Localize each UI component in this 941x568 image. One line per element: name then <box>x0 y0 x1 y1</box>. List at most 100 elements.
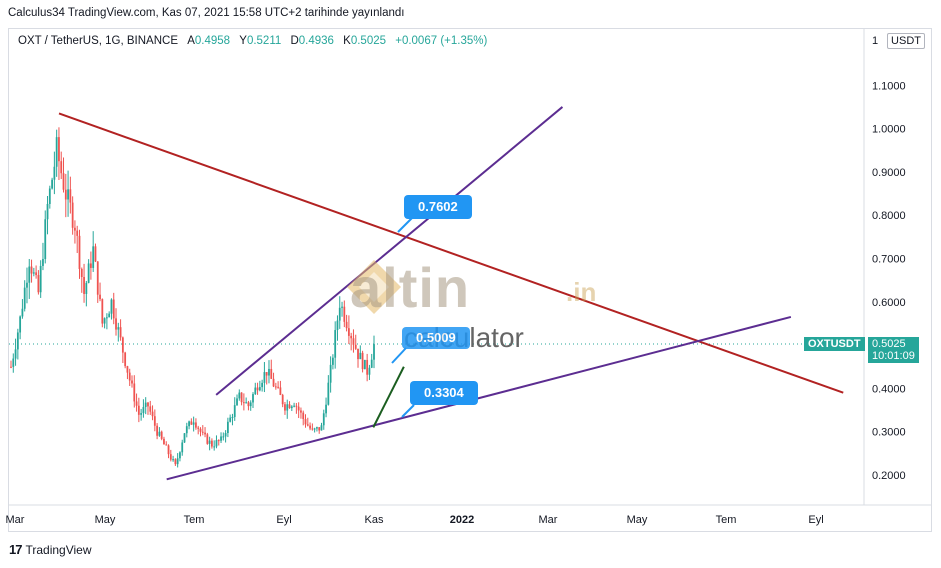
tradingview-brand: TradingView <box>25 542 92 557</box>
candle-body <box>359 352 362 360</box>
y-tick-label: 0.7000 <box>872 254 906 266</box>
candle-body <box>37 275 40 293</box>
candle-body <box>293 405 295 407</box>
candle-body <box>288 404 291 409</box>
candle-body <box>62 173 65 190</box>
y-tick-label: 0.2000 <box>872 470 906 482</box>
candle-body <box>201 431 204 433</box>
candle-body <box>108 313 111 318</box>
callout-middle-pointer <box>391 347 407 364</box>
candle-body <box>247 402 250 407</box>
candle-body <box>16 332 19 350</box>
candle-body <box>354 344 357 349</box>
candle-body <box>124 352 127 367</box>
candle-body <box>48 188 51 204</box>
y-tick-label: 1.0000 <box>872 124 906 136</box>
candle-body <box>39 265 42 293</box>
candle-body <box>290 406 293 409</box>
last-price-symbol-tag: OXTUSDT <box>804 337 865 351</box>
candle-body <box>119 327 122 338</box>
candle-body <box>352 338 355 345</box>
candle-body <box>110 299 113 314</box>
candle-body <box>336 320 339 331</box>
trendline-channel-lower <box>166 315 792 481</box>
candle-body <box>238 392 241 399</box>
candle-body <box>222 436 225 438</box>
x-tick-label: 2022 <box>450 514 474 526</box>
callout-upper[interactable]: 0.7602 <box>404 195 472 219</box>
candle-body <box>345 321 348 329</box>
callout-lower-pointer <box>401 404 415 418</box>
candle-body <box>133 383 136 402</box>
candle-body <box>265 372 268 376</box>
candle-body <box>284 404 286 411</box>
candle-body <box>140 413 143 415</box>
candle-body <box>90 263 92 268</box>
candle-body <box>366 359 369 375</box>
candle-body <box>300 410 302 413</box>
candle-body <box>160 431 163 439</box>
candle-body <box>338 307 341 321</box>
candle-body <box>78 235 81 269</box>
x-tick-label: Tem <box>184 514 205 526</box>
candle-body <box>67 189 69 200</box>
candle-body <box>309 425 311 429</box>
y-tick-label: 0.3000 <box>872 427 906 439</box>
candle-body <box>332 357 334 365</box>
candle-body <box>137 405 140 415</box>
candle-body <box>217 440 220 442</box>
candle-body <box>12 358 15 367</box>
candle-body <box>295 405 298 407</box>
tradingview-logo[interactable]: 17 TradingView <box>9 542 92 557</box>
low-value: 0.4936 <box>298 35 334 47</box>
candle-body <box>252 394 254 403</box>
candle-body <box>158 431 161 436</box>
candle-body <box>236 398 238 406</box>
candle-body <box>206 434 209 444</box>
candle-body <box>26 282 28 288</box>
symbol-name[interactable]: OXT / TetherUS, 1G, BINANCE <box>18 35 178 47</box>
candle-body <box>135 401 138 406</box>
x-tick-label: Kas <box>365 514 384 526</box>
open-label: A <box>187 35 195 47</box>
candle-body <box>261 382 264 388</box>
candle-body <box>181 442 184 453</box>
candle-body <box>142 407 145 414</box>
candle-body <box>258 387 261 391</box>
ohlc-legend: OXT / TetherUS, 1G, BINANCE A0.4958 Y0.5… <box>18 35 487 47</box>
candle-body <box>204 432 206 435</box>
candle-body <box>347 328 350 336</box>
candle-body <box>23 287 26 309</box>
chart-frame[interactable] <box>8 28 932 532</box>
candle-body <box>51 179 53 189</box>
candle-body <box>302 412 305 420</box>
candle-body <box>226 421 229 434</box>
candle-body <box>167 445 170 455</box>
price-scale-top-label: 1 <box>872 35 879 47</box>
candle-body <box>199 428 202 432</box>
candle-body <box>103 318 106 324</box>
callout-middle[interactable]: 0.5009 <box>402 327 470 349</box>
candle-body <box>245 402 248 404</box>
candle-body <box>19 316 22 333</box>
candle-body <box>316 427 318 429</box>
high-label: Y <box>239 35 247 47</box>
candle-body <box>327 382 330 405</box>
candle-body <box>363 359 366 370</box>
candle-body <box>268 368 270 376</box>
candle-body <box>21 308 24 317</box>
candle-body <box>144 402 147 408</box>
candle-body <box>105 317 108 319</box>
candle-body <box>197 427 200 429</box>
candle-body <box>208 440 211 444</box>
bar-countdown: 10:01:09 <box>872 350 915 362</box>
y-tick-label: 0.4000 <box>872 383 906 395</box>
candle-body <box>215 440 218 447</box>
candle-body <box>373 344 375 360</box>
candle-body <box>274 386 277 388</box>
candle-body <box>361 352 364 370</box>
callout-lower[interactable]: 0.3304 <box>410 381 478 405</box>
currency-unit-button[interactable]: USDT <box>887 33 925 49</box>
candle-body <box>350 335 353 339</box>
